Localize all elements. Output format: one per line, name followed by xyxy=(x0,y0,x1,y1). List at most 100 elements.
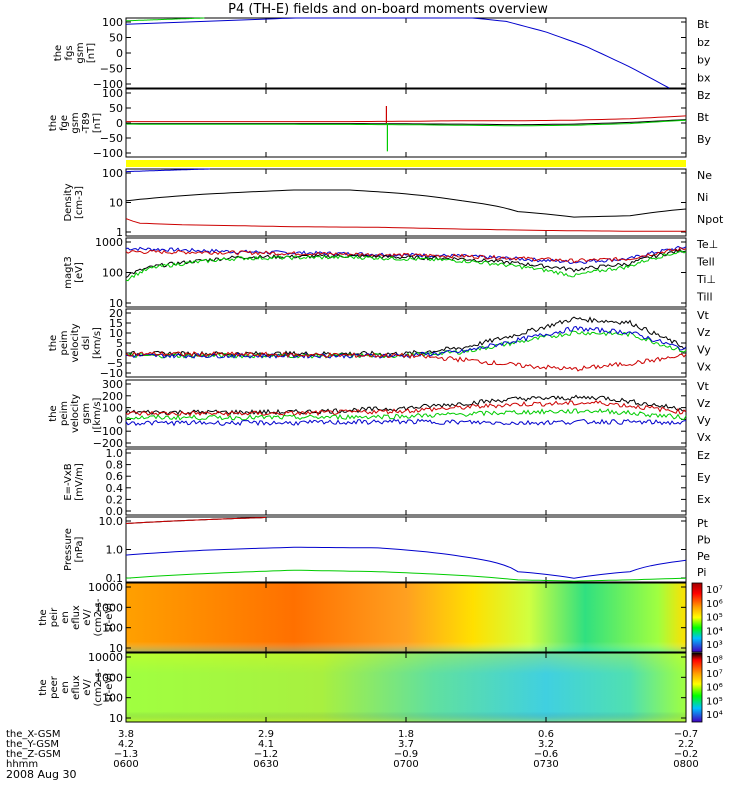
panel-frame xyxy=(125,168,687,237)
legend-Vx: Vx xyxy=(697,431,712,444)
legend-Pt: Pt xyxy=(697,517,709,530)
series-By xyxy=(126,119,687,127)
legend-Pe: Pe xyxy=(697,550,710,563)
legend-Vt: Vt xyxy=(697,309,710,322)
legend-Vt: Vt xyxy=(697,380,710,393)
series-Vt xyxy=(125,316,687,358)
ephemeris-row-label: the_X-GSM xyxy=(6,729,60,740)
y-tick-label: 0 xyxy=(116,413,123,426)
legend-Ex: Ex xyxy=(697,493,711,506)
y-axis-label: [km/s] xyxy=(92,397,103,429)
y-axis-label: [km/s] xyxy=(92,327,103,359)
series-Vy xyxy=(125,408,687,421)
legend-Ni: Ni xyxy=(697,191,708,204)
y-tick-label: 200 xyxy=(102,390,123,403)
y-tick-label: 100 xyxy=(102,267,123,280)
legend-Pi: Pi xyxy=(697,566,706,579)
ephemeris-value: 0.6 xyxy=(538,729,554,740)
colorbar-tick-label: 10⁶ xyxy=(706,683,723,694)
ephemeris-value: 0800 xyxy=(673,759,698,770)
series-Vx xyxy=(125,418,686,427)
ephemeris-value: 3.2 xyxy=(538,739,554,750)
series-Till xyxy=(125,250,687,282)
y-tick-label: 100 xyxy=(102,692,123,705)
legend-Tell: Tell xyxy=(696,256,715,269)
y-axis-label: [nT] xyxy=(92,113,103,133)
legend-By: By xyxy=(697,133,712,146)
y-axis-label: en xyxy=(60,611,71,624)
colorbar-tick-label: 10³ xyxy=(706,640,723,651)
y-tick-label: −100 xyxy=(93,78,123,91)
y-axis-label: (cm2-s- xyxy=(93,598,104,636)
y-axis-label: [nPa] xyxy=(74,536,85,562)
series-Vz xyxy=(125,400,687,417)
y-tick-label: −50 xyxy=(100,132,123,145)
y-tick-label: 50 xyxy=(109,32,123,45)
y-axis-label: Pressure xyxy=(63,528,74,571)
ephemeris-value: 2.9 xyxy=(258,729,274,740)
y-axis-label: peer xyxy=(49,675,60,699)
panel-pressure: 10.0 1.0 0.1 Pressure [nPa] Pt Pb Pe Pi xyxy=(63,515,711,585)
ephemeris-value: −0.9 xyxy=(394,749,418,760)
series-Ne xyxy=(125,218,686,232)
spectrogram-shade xyxy=(126,583,686,652)
y-tick-label: 5 xyxy=(116,337,123,350)
y-tick-label: 1 xyxy=(116,226,123,239)
colorbar-tick-label: 10⁷ xyxy=(706,669,723,680)
y-axis-label: E=-VxB xyxy=(63,463,74,500)
y-axis-label: -T89 xyxy=(81,112,92,134)
series-Vx xyxy=(125,325,687,359)
legend-Bz: Bz xyxy=(697,89,711,102)
series-bx xyxy=(125,17,670,89)
y-axis-label: the xyxy=(38,679,49,695)
y-tick-label: 10000 xyxy=(88,581,123,594)
y-tick-label: 100 xyxy=(102,622,123,635)
y-axis-label: dsl xyxy=(81,336,92,350)
y-axis-label: velocity xyxy=(70,323,81,362)
y-tick-label: −100 xyxy=(93,147,123,160)
y-tick-label: 0.2 xyxy=(106,493,124,506)
y-axis-label: sr-eV) xyxy=(104,603,115,632)
colorbar-tick-label: 10⁵ xyxy=(706,696,723,707)
ephemeris-value: 3.7 xyxy=(398,739,414,750)
series-Npot xyxy=(126,168,210,173)
legend-bz: bz xyxy=(697,36,710,49)
y-axis-label: [eV] xyxy=(74,262,85,283)
y-axis-label: eV/ xyxy=(82,679,93,696)
date-label: 2008 Aug 30 xyxy=(6,768,76,781)
y-tick-label: 0 xyxy=(116,117,123,130)
legend-Bt: Bt xyxy=(697,18,710,31)
series-Te⊥ xyxy=(125,247,687,264)
y-axis-label: peir xyxy=(49,607,60,627)
y-tick-label: 300 xyxy=(102,378,123,391)
colorbar-tick-label: 10⁴ xyxy=(706,710,723,721)
legend-Pb: Pb xyxy=(697,533,711,546)
ephemeris-value: 0730 xyxy=(533,759,558,770)
colorbar-tick-label: 10⁴ xyxy=(706,626,723,637)
legend-Bt: Bt xyxy=(697,111,710,124)
y-axis-label: gsm xyxy=(70,112,81,133)
y-axis-label: peim xyxy=(59,401,70,426)
ephemeris-value: 4.1 xyxy=(258,739,274,750)
colorbar xyxy=(691,652,703,723)
ephemeris-value: 2.2 xyxy=(678,739,694,750)
panel-flag_bar xyxy=(126,160,686,167)
y-tick-label: 0.6 xyxy=(106,470,124,483)
colorbar-tick-label: 10⁶ xyxy=(706,599,723,610)
y-axis-label: gsm xyxy=(75,42,86,63)
legend-Ti⊥: Ti⊥ xyxy=(696,273,716,286)
colorbar-tick-label: 10⁵ xyxy=(706,613,723,624)
y-tick-label: 10000 xyxy=(88,651,123,664)
y-tick-label: 0.4 xyxy=(106,482,124,495)
series-Bt xyxy=(126,119,687,126)
ephemeris-value: 0630 xyxy=(253,759,278,770)
panel-fgs_gsm: 100 50 0 −50 −100 the fgs gsm [nT] Bt bz by bx xyxy=(53,16,711,91)
legend-Vx: Vx xyxy=(697,361,712,374)
panel-frame xyxy=(125,448,687,516)
ephemeris-value: 4.2 xyxy=(118,739,134,750)
ephemeris-value: 0600 xyxy=(113,759,138,770)
y-tick-label: 100 xyxy=(102,402,123,415)
y-tick-label: 10 xyxy=(109,327,123,340)
y-tick-label: 10 xyxy=(109,712,123,725)
